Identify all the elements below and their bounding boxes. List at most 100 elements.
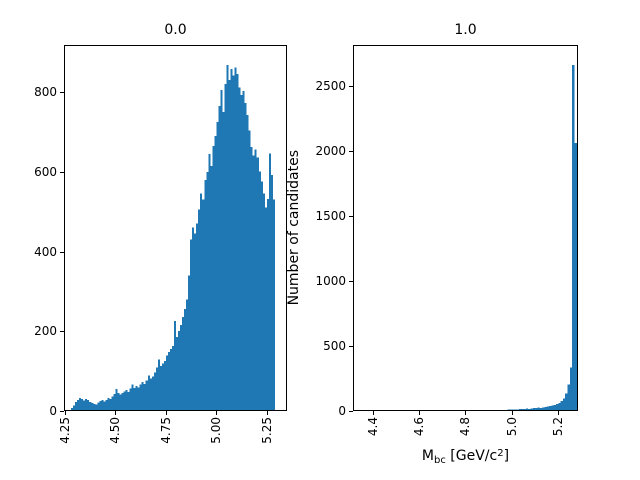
histogram-bar [214,135,217,411]
histogram-bar [71,407,74,411]
histogram-bar [228,80,231,411]
y-tick-mark [60,331,64,332]
histogram-bar [143,383,146,411]
x-axis-label-mid: [GeV/c [445,448,498,464]
histogram-bar [555,404,559,411]
histogram-bar [149,378,152,411]
histogram-bar [133,387,136,411]
x-axis-label-tail: ] [503,448,510,464]
histogram-bar [196,223,199,411]
histogram-bar [77,399,80,411]
histogram-bar [91,403,94,411]
x-tick-mark [267,411,268,415]
histogram-bar [210,165,213,411]
histogram-bar [240,95,243,411]
y-tick-label: 2500 [315,79,346,93]
x-tick-mark [558,411,559,415]
histogram-bar [192,227,195,411]
histogram-bar [85,399,88,411]
histogram-bar [562,398,566,411]
histogram-bar [73,405,76,411]
y-tick-mark [349,346,353,347]
histogram-bar [537,407,540,411]
histogram-bar [87,400,90,411]
histogram-bar [194,233,197,411]
histogram-bar [75,402,78,411]
histogram-bar [234,67,237,411]
histogram-bar [242,90,245,411]
histogram-bar [127,391,130,411]
x-tick-label: 4.6 [412,417,426,437]
histogram-bar [117,393,120,411]
x-tick-mark [419,411,420,415]
histogram-bar [163,360,166,411]
histogram-bar [232,75,235,411]
histogram-bar [125,389,128,411]
histogram-bar [560,400,563,411]
histogram-bar [567,384,570,411]
histogram-bar [169,349,172,411]
y-tick-mark [60,172,64,173]
histogram-bar [155,367,158,411]
x-tick-mark [65,411,66,415]
histogram-bar [167,351,170,411]
histogram-bar [171,346,174,411]
y-tick-label: 1500 [315,209,346,223]
histogram-bar [546,406,550,411]
histogram-bar [157,359,160,411]
histogram-bar [121,393,124,411]
y-tick-mark [60,411,64,412]
histogram-bar [525,408,529,411]
histogram-bar [115,389,118,411]
y-tick-label: 1000 [315,274,346,288]
histogram-bar [553,405,556,411]
histogram-bar [258,171,261,411]
histogram-bar [222,111,225,411]
histogram-bar [141,381,144,411]
histogram-bar [551,405,554,411]
histogram-bar [528,408,531,411]
axes-spine [353,45,578,411]
histogram-bar [123,391,126,411]
histogram-bar [81,399,84,411]
histogram-bar [230,68,233,411]
x-tick-mark [465,411,466,415]
histogram-bar [565,393,568,411]
histogram-bar [523,408,526,411]
left-panel-title: 0.0 [164,22,187,38]
histogram-bar [248,130,251,411]
x-tick-mark [115,411,116,415]
histogram-bar [79,397,82,411]
y-tick-mark [349,151,353,152]
y-axis-label-box: Number of candidates [285,45,303,411]
histogram-bar [83,400,86,411]
histogram-bar [89,401,92,411]
histogram-bar [119,394,122,411]
histogram-bar [165,355,168,411]
y-tick-mark [60,92,64,93]
x-axis-label-subscript: bc [434,455,446,466]
histogram-bar [184,308,187,411]
y-tick-mark [60,252,64,253]
histogram-bar [244,103,247,411]
histogram-bar [202,199,205,411]
right-panel-title: 1.0 [454,22,477,38]
histogram-bar [266,198,269,411]
histogram-bar [558,402,561,411]
y-tick-label: 200 [34,324,57,338]
histogram-bar [105,399,108,411]
y-tick-mark [349,281,353,282]
histogram-bar [131,384,134,411]
histogram-bar [226,64,229,411]
x-tick-label: 4.4 [366,417,380,437]
histogram-bar [173,320,177,411]
histogram-bar [224,84,227,411]
histogram-bar [260,181,263,411]
x-axis-label: Mbc [GeV/c2] [353,445,578,470]
y-tick-label: 500 [323,339,346,353]
histogram-bar [236,74,239,411]
x-tick-mark [166,411,167,415]
y-tick-mark [349,411,353,412]
histogram-bar [204,179,207,411]
histogram-bar [107,397,110,411]
